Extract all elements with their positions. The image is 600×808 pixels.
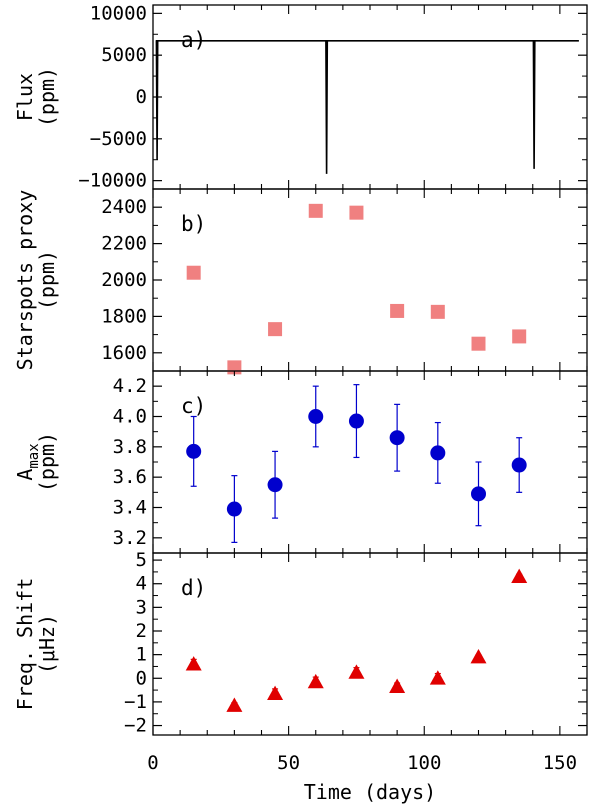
amax-point — [348, 413, 364, 429]
y-axis-label-unit: (ppm) — [35, 432, 59, 492]
panel-label: c) — [181, 394, 206, 418]
y-tick-label: −1 — [124, 691, 147, 713]
starspot-point — [308, 203, 323, 218]
starspot-point — [430, 304, 445, 319]
y-tick-label: 1600 — [101, 342, 147, 364]
amax-point — [430, 445, 446, 461]
y-tick-label: 3 — [136, 596, 147, 618]
y-tick-label: 1 — [136, 644, 147, 666]
x-axis-label: Time (days) — [304, 780, 436, 804]
freq-shift-point — [348, 664, 365, 679]
x-tick-label: 100 — [407, 752, 441, 774]
amax-point — [389, 430, 405, 446]
y-tick-label: 5000 — [101, 44, 147, 66]
freq-shift-point — [307, 673, 324, 689]
y-tick-label: 2400 — [101, 196, 147, 218]
starspot-point — [471, 336, 486, 351]
amax-point — [226, 501, 242, 517]
y-tick-label: 3.8 — [113, 436, 147, 458]
y-tick-label: 0 — [136, 667, 147, 689]
y-axis-label: (ppm) — [35, 250, 59, 310]
amax-point — [471, 486, 486, 502]
starspot-point — [186, 265, 201, 280]
y-tick-label: 4 — [136, 573, 147, 595]
y-tick-label: 3.4 — [113, 497, 147, 519]
y-axis-label: (μHz) — [35, 614, 59, 674]
y-tick-label: 10000 — [90, 2, 147, 24]
y-tick-label: −2 — [124, 715, 147, 737]
y-axis-label: Starspots proxy — [13, 190, 37, 371]
freq-shift-point — [389, 678, 406, 693]
starspot-point — [512, 329, 527, 344]
x-tick-label: 0 — [147, 752, 158, 774]
y-axis-label: Amax — [13, 443, 42, 480]
y-tick-label: 3.2 — [113, 527, 147, 549]
y-tick-label: 4.2 — [113, 375, 147, 397]
panel-2: 2400 2200 2000 1800 1600 b) Starspots proxy(pp… — [13, 188, 588, 375]
panel-label: d) — [181, 576, 206, 600]
starspot-point — [349, 205, 364, 220]
flux-series-line — [155, 39, 579, 174]
y-axis-label: Flux — [13, 73, 37, 121]
starspot-point — [390, 303, 405, 318]
y-tick-label: 1800 — [101, 305, 147, 327]
starspot-point — [268, 322, 283, 337]
y-tick-label: 2200 — [101, 233, 147, 255]
y-tick-label: 2000 — [101, 269, 147, 291]
amax-point — [308, 409, 324, 424]
y-tick-label: 4.0 — [113, 406, 147, 428]
amax-point — [511, 457, 527, 473]
y-tick-label: 5 — [136, 549, 147, 571]
y-tick-label: 2 — [136, 620, 147, 642]
panel-frame — [152, 188, 588, 372]
freq-shift-point — [226, 697, 243, 712]
panel-3: 4.2 4.0 3.8 3.6 3.4 3.2 c) Amax(ppm) — [13, 370, 588, 554]
amax-point — [186, 443, 202, 459]
y-axis-label: Freq. Shift — [13, 578, 37, 710]
panel-frame — [152, 4, 588, 190]
y-tick-label: −10000 — [78, 170, 147, 192]
freq-shift-point — [511, 568, 528, 584]
y-tick-label: 0 — [136, 86, 147, 108]
freq-shift-point — [429, 670, 446, 685]
freq-shift-point — [267, 685, 284, 701]
x-tick-label: 150 — [543, 752, 577, 774]
amax-point — [267, 477, 283, 493]
y-tick-label: 3.6 — [113, 466, 147, 488]
y-tick-label: −5000 — [90, 128, 147, 150]
y-axis-label: (ppm) — [35, 67, 59, 127]
x-tick-label: 50 — [277, 752, 300, 774]
panel-label: b) — [181, 212, 206, 236]
freq-shift-point — [185, 656, 202, 671]
freq-shift-point — [470, 649, 487, 664]
